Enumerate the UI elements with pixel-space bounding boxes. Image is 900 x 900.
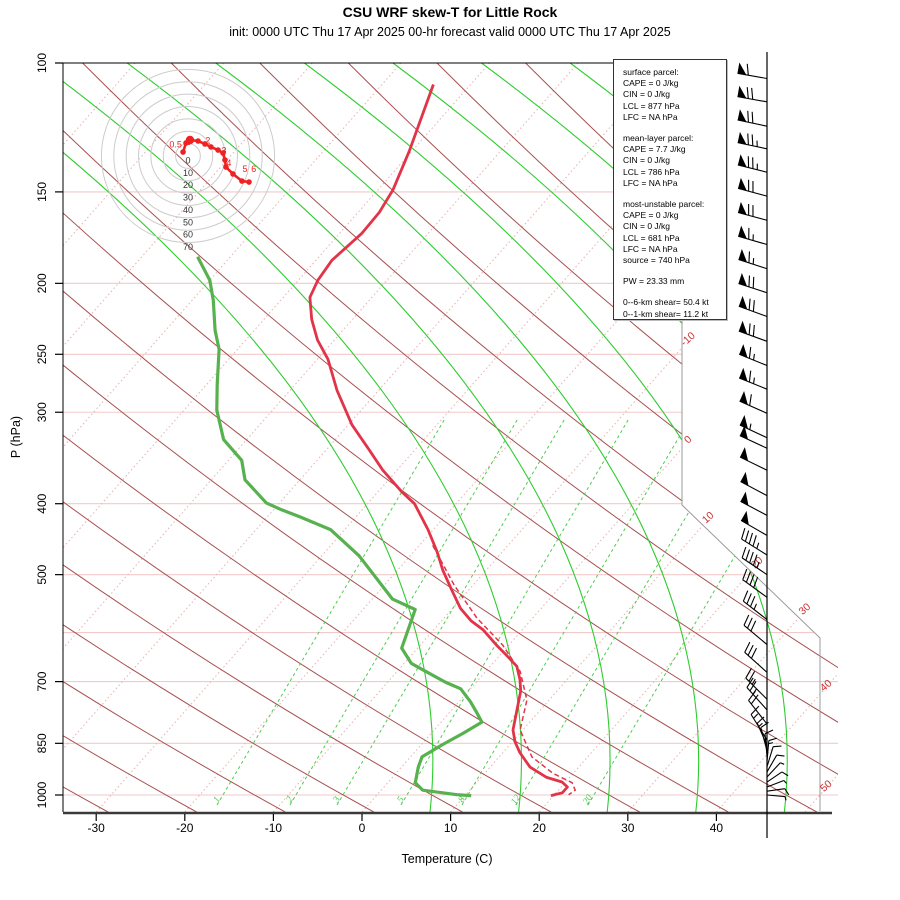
svg-text:20: 20 — [183, 180, 193, 190]
svg-text:30: 30 — [621, 821, 635, 835]
most-unstable-parcel-heading: most-unstable parcel: — [623, 199, 705, 210]
y-axis: 100 150 200 250 300 400 500 700 850 1000 P (hPa) — [9, 53, 63, 808]
dry-adiabats — [63, 63, 838, 812]
svg-text:60: 60 — [183, 230, 193, 240]
moist-adiabats — [63, 63, 838, 812]
svg-text:250: 250 — [35, 344, 49, 364]
svg-text:5: 5 — [243, 164, 248, 174]
svg-text:-30: -30 — [88, 821, 106, 835]
shear-values: 0--6-km shear= 50.4 kt 0--1-km shear= 11… — [623, 297, 709, 319]
svg-text:150: 150 — [35, 182, 49, 202]
svg-text:50: 50 — [183, 217, 193, 227]
hodograph: 0 10 20 30 40 50 60 70 0.5 1 2 34 5 6 — [100, 68, 276, 252]
svg-text:200: 200 — [35, 273, 49, 293]
background-lines — [63, 63, 838, 812]
svg-text:40: 40 — [710, 821, 724, 835]
svg-text:4: 4 — [226, 158, 231, 168]
svg-text:0.5: 0.5 — [169, 139, 182, 149]
svg-text:8: 8 — [457, 795, 468, 805]
svg-text:0: 0 — [359, 821, 366, 835]
parcel-trace — [432, 545, 577, 796]
x-axis: -30 -20 -10 0 10 20 30 40 Temperature (C) — [88, 814, 724, 866]
svg-text:30: 30 — [183, 193, 193, 203]
svg-text:400: 400 — [35, 493, 49, 513]
surface-parcel-heading: surface parcel: — [623, 67, 679, 77]
most-unstable-parcel-section: most-unstable parcel: CAPE = 0 J/kg CIN … — [623, 199, 726, 266]
svg-text:3: 3 — [331, 795, 343, 805]
most-unstable-parcel-values: CAPE = 0 J/kg CIN = 0 J/kg LCL = 681 hPa… — [623, 210, 690, 266]
svg-text:700: 700 — [35, 671, 49, 691]
mean-layer-parcel-section: mean-layer parcel: CAPE = 7.7 J/kg CIN =… — [623, 133, 726, 189]
svg-text:10: 10 — [444, 821, 458, 835]
svg-text:1: 1 — [212, 795, 223, 804]
wind-barbs — [737, 52, 790, 838]
svg-text:500: 500 — [35, 564, 49, 584]
chart-subtitle: init: 0000 UTC Thu 17 Apr 2025 00-hr for… — [229, 25, 671, 39]
svg-text:1: 1 — [185, 137, 190, 147]
svg-text:1000: 1000 — [35, 781, 49, 808]
svg-text:-10: -10 — [678, 330, 697, 349]
svg-text:10: 10 — [183, 168, 193, 178]
svg-text:30: 30 — [796, 601, 813, 618]
surface-parcel-section: surface parcel: CAPE = 0 J/kg CIN = 0 J/… — [623, 67, 726, 123]
svg-text:-10: -10 — [265, 821, 283, 835]
mean-layer-parcel-heading: mean-layer parcel: — [623, 133, 694, 144]
svg-text:850: 850 — [35, 733, 49, 753]
chart-title: CSU WRF skew-T for Little Rock — [342, 4, 558, 20]
svg-text:2: 2 — [285, 795, 296, 805]
temperature-trace — [308, 84, 569, 797]
isotherms — [63, 63, 838, 812]
svg-text:70: 70 — [183, 242, 193, 252]
svg-text:0: 0 — [682, 433, 694, 446]
svg-text:-20: -20 — [176, 821, 194, 835]
svg-text:5: 5 — [396, 795, 407, 805]
x-axis-title: Temperature (C) — [402, 852, 493, 866]
svg-text:300: 300 — [35, 402, 49, 422]
y-axis-title: P (hPa) — [9, 416, 23, 458]
dewpoint-trace — [196, 256, 484, 798]
svg-text:3: 3 — [221, 146, 226, 156]
svg-text:20: 20 — [533, 821, 547, 835]
svg-text:10: 10 — [700, 509, 717, 526]
svg-text:2: 2 — [205, 136, 210, 146]
svg-text:40: 40 — [183, 205, 193, 215]
precipitable-water-value: PW = 23.33 mm — [623, 276, 685, 287]
svg-text:0: 0 — [185, 156, 190, 166]
parcel-stats-box: surface parcel: CAPE = 0 J/kg CIN = 0 J/… — [613, 59, 727, 320]
svg-text:100: 100 — [35, 53, 49, 73]
surface-parcel-values: CAPE = 0 J/kg CIN = 0 J/kg LCL = 877 hPa… — [623, 78, 680, 122]
mean-layer-parcel-values: CAPE = 7.7 J/kg CIN = 0 J/kg LCL = 786 h… — [623, 144, 686, 188]
svg-text:6: 6 — [251, 164, 256, 174]
